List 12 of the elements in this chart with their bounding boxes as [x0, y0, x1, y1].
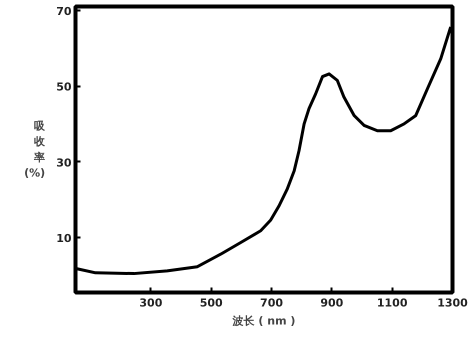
x-axis-title: 波长 ( nm ) [232, 314, 296, 328]
x-tick-label: 500 [200, 296, 224, 310]
y-tick-label: 50 [56, 80, 72, 94]
x-tick-label: 1300 [437, 296, 468, 310]
y-tick-label: 10 [56, 232, 72, 246]
y-axis-title: 吸收率(%) [24, 120, 46, 180]
x-tick-label: 300 [139, 296, 163, 310]
x-tick-label: 1100 [376, 296, 408, 310]
y-tick-label: 70 [56, 4, 72, 18]
x-tick-label: 700 [260, 296, 284, 310]
y-tick-label: 30 [56, 156, 72, 170]
x-tick-label: 900 [320, 296, 344, 310]
